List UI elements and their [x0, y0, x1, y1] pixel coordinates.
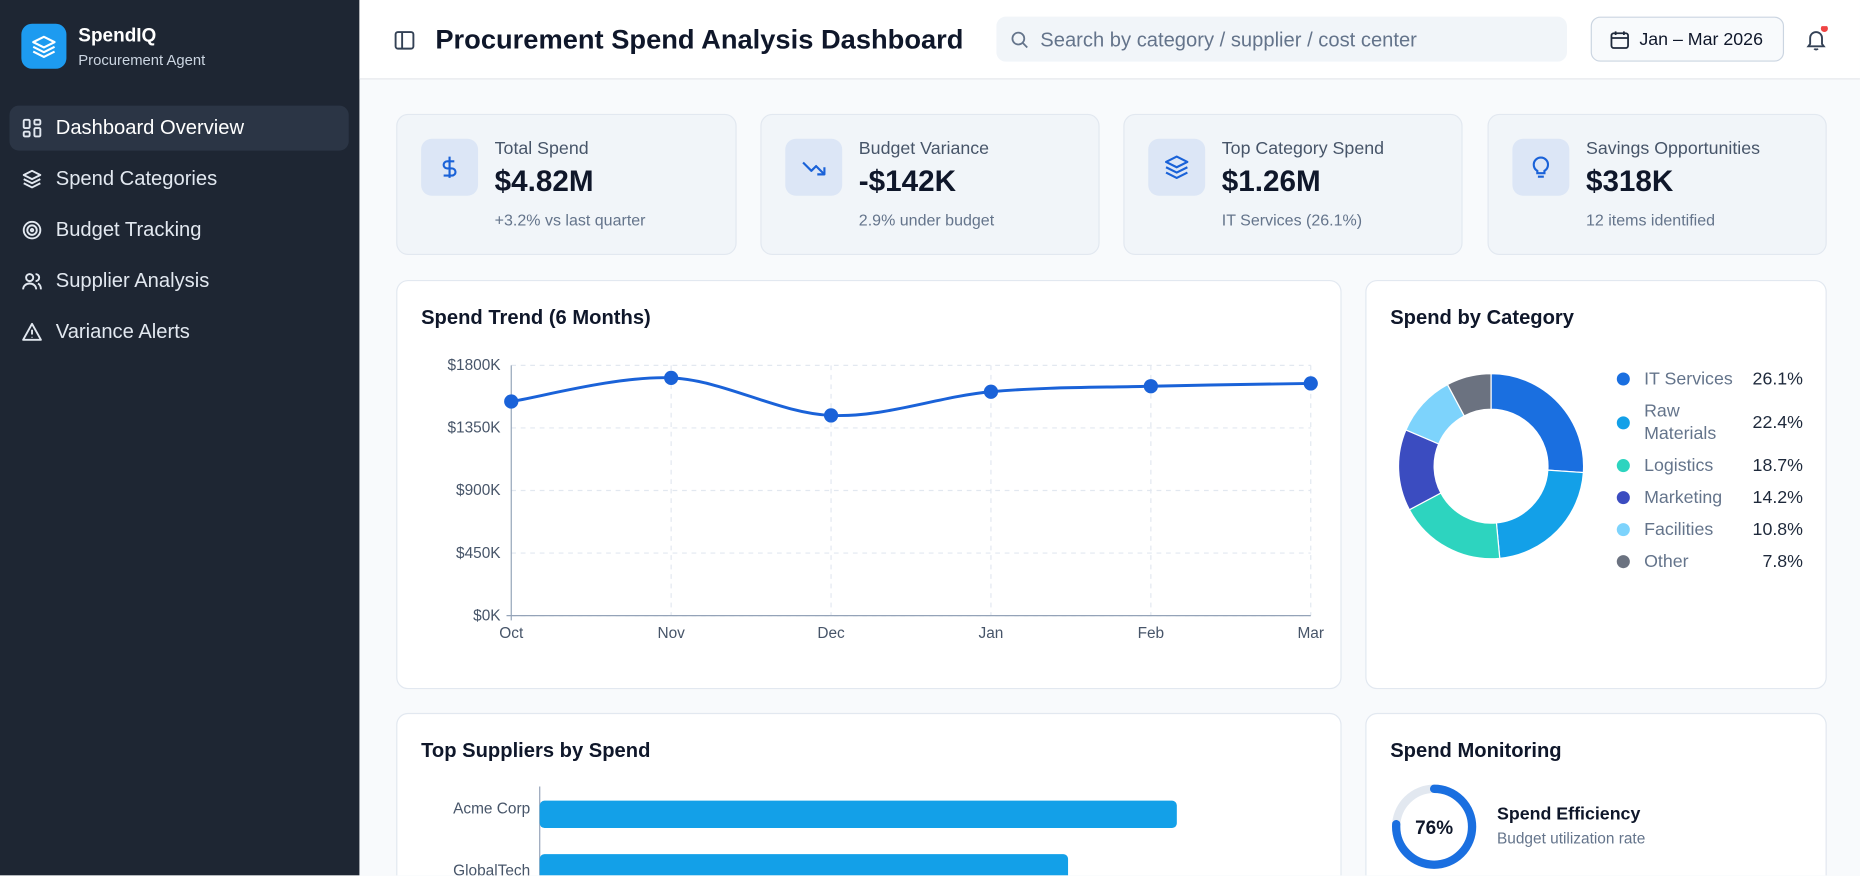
chart-title: Top Suppliers by Spend [421, 739, 651, 762]
nav-label: Budget Tracking [55, 218, 202, 241]
monitoring-card: Spend Monitoring Spend Efficiency Budget… [1365, 712, 1827, 876]
nav-item[interactable]: Spend Categories [9, 157, 348, 202]
value-label: 22.4% [1752, 412, 1804, 433]
nav-label: Dashboard Overview [55, 116, 245, 139]
line-chart-card: Spend Trend (6 Months) [396, 279, 1342, 690]
legend-item: Facilities 10.8% [1616, 518, 1804, 541]
brand-name: SpendIQ [78, 26, 157, 47]
value-label: 10.8% [1752, 519, 1804, 540]
legend-label: Logistics [1644, 455, 1714, 476]
metric-name: Spend Efficiency [1496, 804, 1641, 825]
legend-item: Other 7.8% [1616, 550, 1804, 573]
chart-title: Spend Trend (6 Months) [421, 306, 651, 329]
kpi-card: Savings Opportunities $318K 12 items ident… [1487, 113, 1827, 256]
kpi-value: $4.82M [494, 164, 594, 199]
nav-item[interactable]: Budget Tracking [9, 208, 348, 253]
sidebar: SpendIQ Procurement Agent Dashboard Over… [0, 0, 360, 876]
value-label: 18.7% [1752, 455, 1804, 476]
nav-label: Spend Categories [55, 167, 218, 190]
bar-chart-card: Top Suppliers by Spend Acme Corp GlobalTe… [396, 712, 1342, 876]
legend-item: Marketing 14.2% [1616, 486, 1804, 509]
nav-item[interactable]: Supplier Analysis [9, 259, 348, 304]
kpi-note: +3.2% vs last quarter [494, 211, 646, 229]
brand-subtitle: Procurement Agent [78, 52, 206, 69]
search-placeholder: Search by category / supplier / cost cen… [1040, 28, 1417, 52]
legend-swatch [1616, 523, 1630, 537]
legend-label: Other [1644, 551, 1689, 572]
logo [21, 23, 67, 69]
nav-label: Variance Alerts [55, 320, 190, 343]
legend-swatch [1616, 555, 1630, 569]
kpi-note: 2.9% under budget [858, 211, 995, 229]
kpi-value: $318K [1585, 164, 1674, 199]
header: Procurement Spend Analysis Dashboard Sea… [359, 0, 1860, 80]
kpi-card: Total Spend $4.82M +3.2% vs last quarter [396, 113, 737, 256]
legend-swatch [1616, 372, 1630, 386]
legend-label: Raw Materials [1644, 400, 1717, 444]
sidebar-toggle[interactable] [394, 30, 415, 51]
legend: IT Services 26.1% Raw Materials 22.4% Logist… [1616, 368, 1804, 583]
legend-label: Facilities [1644, 519, 1714, 540]
kpi-value: -$142K [858, 164, 957, 199]
kpi-card: Top Category Spend $1.26M IT Services (26.… [1123, 113, 1463, 256]
kpi-label: Budget Variance [858, 138, 990, 159]
nav-label: Supplier Analysis [55, 269, 210, 292]
kpi-label: Total Spend [494, 138, 589, 159]
legend-item: IT Services 26.1% [1616, 368, 1804, 391]
notifications[interactable] [1804, 26, 1830, 52]
kpi-note: IT Services (26.1%) [1221, 211, 1363, 229]
chart-title: Spend by Category [1390, 306, 1574, 329]
legend-swatch [1616, 459, 1630, 473]
y-tick-label: GlobalTech [453, 860, 531, 876]
kpi-label: Top Category Spend [1221, 138, 1385, 159]
date-button[interactable]: Jan – Mar 2026 [1590, 16, 1785, 62]
nav-item[interactable]: Dashboard Overview [9, 105, 349, 151]
kpi-value: $1.26M [1221, 164, 1321, 199]
legend-item: Raw Materials 22.4% [1616, 400, 1804, 445]
metric-description: Budget utilization rate [1496, 829, 1646, 847]
legend-swatch [1616, 415, 1630, 429]
page-title: Procurement Spend Analysis Dashboard [435, 23, 964, 55]
kpi-note: 12 items identified [1585, 211, 1716, 229]
legend-label: IT Services [1644, 368, 1733, 390]
date-range: Jan – Mar 2026 [1639, 29, 1763, 50]
value-label: 14.2% [1752, 487, 1804, 508]
kpi-card: Budget Variance -$142K 2.9% under budget [760, 113, 1100, 256]
legend-label: Marketing [1644, 487, 1723, 508]
search-box[interactable]: Search by category / supplier / cost cen… [996, 16, 1567, 62]
legend-item: Logistics 18.7% [1616, 454, 1804, 477]
y-tick-label: Acme Corp [453, 798, 531, 817]
value-label: 7.8% [1762, 551, 1804, 572]
card-title: Spend Monitoring [1390, 739, 1562, 762]
kpi-label: Savings Opportunities [1585, 138, 1761, 159]
nav-item[interactable]: Variance Alerts [9, 310, 348, 355]
pie-chart-card: Spend by Category IT Services 26.1% Raw Ma… [1365, 279, 1827, 690]
value-label: 26.1% [1752, 368, 1804, 390]
legend-swatch [1616, 491, 1630, 505]
